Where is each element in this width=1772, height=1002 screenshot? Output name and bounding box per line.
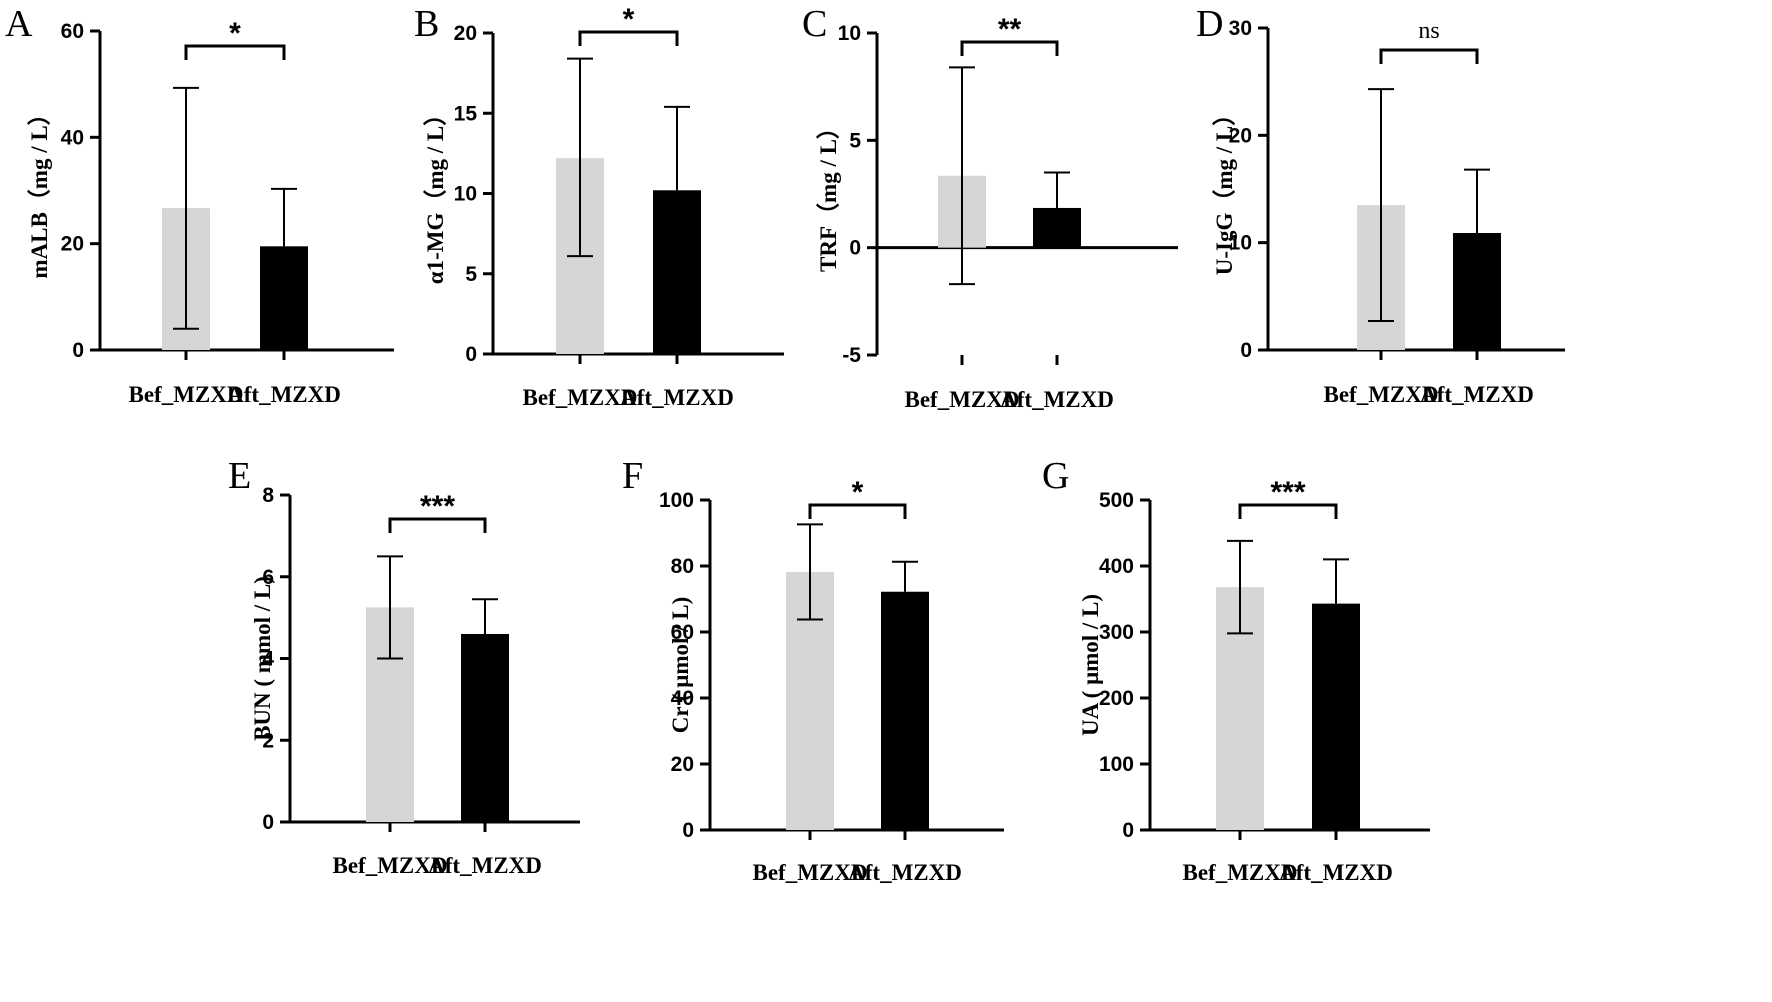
x-category-label: Bef_MZXD [905, 387, 1020, 412]
y-axis-label: mALB（mg / L） [26, 102, 52, 278]
y-tick-label: 20 [61, 233, 84, 256]
y-tick-label: 40 [671, 687, 694, 710]
significance-label: *** [420, 490, 455, 523]
panel-letter: F [622, 455, 643, 497]
x-category-label: Bef_MZXD [1183, 860, 1298, 885]
significance-bracket [808, 503, 907, 519]
y-tick-label: 6 [262, 566, 274, 589]
y-tick-label: 2 [262, 729, 274, 752]
y-tick-label: 80 [671, 555, 694, 578]
y-tick-label: 400 [1099, 555, 1134, 578]
significance-label: ns [1418, 18, 1439, 44]
y-tick-label: 60 [61, 20, 84, 43]
bar-after [461, 633, 509, 822]
panel-letter: G [1042, 455, 1069, 497]
y-axis-label: TRF（mg / L） [815, 116, 841, 272]
panel-letter: B [414, 3, 439, 45]
y-tick-label: 20 [454, 22, 477, 45]
y-tick-label: 300 [1099, 621, 1134, 644]
y-tick-label: 0 [1240, 339, 1252, 362]
significance-label: ** [998, 13, 1022, 46]
y-tick-label: 0 [72, 339, 84, 362]
y-tick-label: 100 [1099, 753, 1134, 776]
bar-after [260, 246, 308, 350]
x-category-label: Bef_MZXD [753, 860, 868, 885]
y-tick-label: 200 [1099, 687, 1134, 710]
significance-bracket [184, 44, 286, 60]
x-category-label: Aft_MZXD [1000, 387, 1114, 412]
y-tick-label: 30 [1229, 17, 1252, 40]
significance-bracket [960, 40, 1059, 56]
panel-letter: A [5, 3, 33, 45]
y-axis-label: α1-MG（mg / L） [422, 103, 448, 284]
y-tick-label: 0 [262, 811, 274, 834]
y-axis-label: BUN ( mmol / L) [250, 576, 275, 741]
x-category-label: Aft_MZXD [1420, 382, 1534, 407]
significance-bracket [388, 517, 487, 533]
y-tick-label: 20 [671, 753, 694, 776]
bar-after [653, 190, 701, 354]
x-category-label: Bef_MZXD [129, 382, 244, 407]
x-category-label: Bef_MZXD [523, 385, 638, 410]
y-tick-label: 60 [671, 621, 694, 644]
significance-bracket [578, 30, 679, 46]
x-category-label: Bef_MZXD [1324, 382, 1439, 407]
panel-letter: C [802, 3, 827, 45]
x-category-label: Aft_MZXD [227, 382, 341, 407]
y-tick-label: 0 [1122, 819, 1134, 842]
significance-label: * [229, 17, 241, 50]
y-axis-label: UA ( μmol / L) [1078, 594, 1103, 736]
x-category-label: Aft_MZXD [620, 385, 734, 410]
panel-letter: E [228, 455, 251, 497]
y-tick-label: 5 [465, 263, 477, 286]
y-axis-label: U-IgG（mg / L） [1211, 103, 1237, 276]
bar-after [1453, 233, 1501, 350]
y-tick-label: 10 [838, 22, 861, 45]
y-tick-label: 0 [849, 237, 861, 260]
y-tick-label: 40 [61, 126, 84, 149]
y-tick-label: 10 [1229, 232, 1252, 255]
panel-letter: D [1196, 3, 1223, 45]
bar-after [1033, 207, 1081, 248]
y-tick-label: 100 [659, 489, 694, 512]
y-tick-label: 0 [465, 343, 477, 366]
significance-label: * [852, 476, 864, 509]
y-tick-label: 0 [682, 819, 694, 842]
y-tick-label: 15 [454, 102, 478, 125]
y-tick-label: 10 [454, 183, 477, 206]
significance-bracket [1238, 503, 1338, 519]
x-category-label: Aft_MZXD [1279, 860, 1393, 885]
significance-label: * [623, 3, 635, 36]
significance-bracket [1379, 48, 1479, 64]
y-axis-label: Cr ( μmol / L) [668, 597, 693, 734]
y-tick-label: 8 [262, 484, 274, 507]
y-tick-label: 500 [1099, 489, 1134, 512]
x-category-label: Bef_MZXD [333, 853, 448, 878]
bar-after [881, 591, 929, 830]
significance-label: *** [1270, 476, 1305, 509]
y-tick-label: 4 [262, 648, 274, 671]
x-category-label: Aft_MZXD [428, 853, 542, 878]
y-tick-label: -5 [842, 344, 861, 367]
bar-after [1312, 603, 1360, 830]
y-tick-label: 5 [849, 129, 861, 152]
x-category-label: Aft_MZXD [848, 860, 962, 885]
y-tick-label: 20 [1229, 124, 1252, 147]
